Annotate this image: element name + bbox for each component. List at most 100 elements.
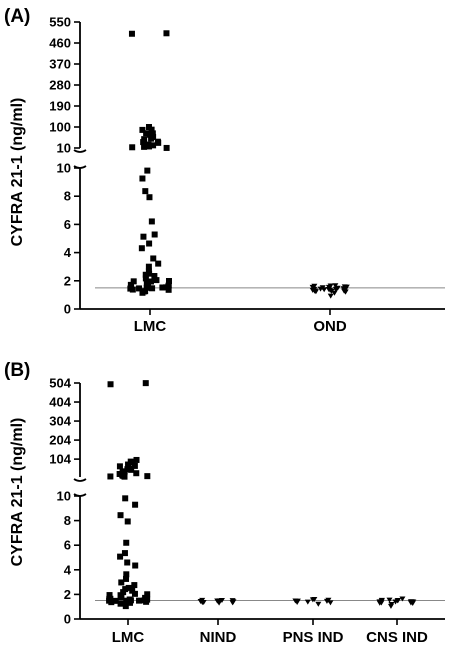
- y-tick-label-upper: 10: [57, 141, 71, 156]
- data-point-square: [146, 143, 153, 150]
- data-point-square: [143, 130, 150, 137]
- y-tick-label-lower: 6: [64, 217, 71, 232]
- data-point-square: [151, 231, 158, 238]
- data-point-triangle: [407, 600, 414, 606]
- data-point-triangle: [309, 597, 316, 603]
- y-tick-label-upper: 100: [49, 120, 71, 135]
- data-point-square: [117, 600, 124, 607]
- data-point-square: [122, 603, 129, 610]
- data-point-square: [136, 597, 143, 604]
- data-point-square: [123, 539, 130, 546]
- data-point-square: [163, 144, 170, 151]
- data-point-square: [129, 587, 136, 594]
- y-tick-label-lower: 0: [64, 302, 71, 317]
- data-point-square: [143, 284, 150, 291]
- data-point-square: [121, 468, 128, 475]
- data-point-square: [131, 590, 138, 597]
- data-point-square: [123, 597, 130, 604]
- data-point-triangle: [327, 600, 334, 606]
- x-tick-label: LMC: [134, 318, 167, 335]
- data-point-square: [117, 553, 124, 560]
- data-point-triangle: [312, 289, 319, 295]
- data-point-square: [125, 461, 132, 468]
- data-point-square: [146, 270, 153, 277]
- data-point-square: [150, 142, 157, 149]
- data-point-square: [120, 589, 127, 596]
- data-point-square: [124, 518, 131, 525]
- y-tick-label-upper: 370: [49, 57, 71, 72]
- y-tick-label-upper: 190: [49, 99, 71, 114]
- data-point-square: [116, 463, 123, 470]
- y-axis-label: CYFRA 21-1 (ng/ml): [9, 98, 26, 247]
- data-point-square: [146, 240, 153, 247]
- y-tick-label-upper: 104: [49, 452, 71, 467]
- data-point-square: [126, 599, 133, 606]
- data-point-square: [151, 273, 158, 280]
- data-point-square: [129, 286, 136, 293]
- data-point-square: [159, 284, 166, 291]
- axis-break-mark-top: [73, 149, 87, 153]
- data-point-triangle: [304, 599, 311, 605]
- data-point-square: [107, 381, 114, 388]
- x-tick-label: CNS IND: [366, 629, 428, 646]
- data-point-square: [108, 599, 115, 606]
- data-point-triangle: [216, 600, 223, 606]
- data-point-square: [129, 459, 136, 466]
- panel-a: (A)CYFRA 21-1 (ng/ml) 1010019028037046055…: [4, 6, 445, 335]
- data-point-triangle: [399, 596, 406, 602]
- data-point-square: [118, 594, 125, 601]
- y-tick-label-lower: 8: [64, 513, 71, 528]
- x-tick-label: NIND: [200, 629, 237, 646]
- data-point-square: [107, 473, 114, 480]
- y-tick-label-lower: 6: [64, 538, 71, 553]
- y-axis-label: CYFRA 21-1 (ng/ml): [9, 418, 26, 567]
- data-point-square: [141, 143, 148, 150]
- data-point-triangle: [332, 287, 339, 293]
- data-point-square: [146, 194, 153, 201]
- data-point-square: [165, 286, 172, 293]
- data-point-square: [129, 144, 136, 151]
- y-tick-label-upper: 504: [49, 376, 71, 391]
- data-point-triangle: [332, 283, 339, 289]
- data-point-square: [142, 380, 149, 387]
- data-point-square: [128, 30, 135, 37]
- y-tick-label-lower: 0: [64, 612, 71, 627]
- data-point-triangle: [387, 603, 394, 609]
- panel-label: (A): [4, 6, 30, 27]
- data-point-square: [148, 218, 155, 225]
- y-tick-label-lower: 4: [64, 245, 72, 260]
- data-point-square: [125, 584, 132, 591]
- data-point-square: [133, 470, 140, 477]
- data-point-square: [142, 271, 149, 278]
- data-point-square: [146, 131, 153, 138]
- data-point-square: [122, 495, 129, 502]
- data-point-triangle: [229, 600, 236, 606]
- data-point-square: [163, 30, 170, 37]
- data-point-triangle: [199, 600, 206, 606]
- data-point-square: [143, 598, 150, 605]
- x-tick-label: PNS IND: [283, 629, 344, 646]
- data-point-square: [150, 255, 157, 262]
- y-tick-label-upper: 460: [49, 36, 71, 51]
- data-point-square: [123, 575, 130, 582]
- x-tick-label: LMC: [112, 629, 145, 646]
- data-point-square: [165, 278, 172, 285]
- data-point-square: [147, 278, 154, 285]
- x-tick-label: OND: [313, 318, 347, 335]
- data-point-triangle: [315, 601, 322, 607]
- data-point-triangle: [321, 287, 328, 293]
- data-point-triangle: [328, 288, 335, 294]
- data-point-triangle: [327, 293, 334, 299]
- data-point-triangle: [392, 599, 399, 605]
- y-tick-label-upper: 280: [49, 78, 71, 93]
- data-point-square: [106, 592, 113, 599]
- data-point-square: [155, 260, 162, 267]
- data-point-square: [142, 275, 149, 282]
- y-tick-label-lower: 2: [64, 273, 71, 288]
- data-point-square: [133, 456, 140, 463]
- data-point-square: [149, 285, 156, 292]
- data-point-square: [121, 473, 128, 480]
- data-point-square: [145, 263, 152, 270]
- y-tick-label-upper: 304: [49, 414, 71, 429]
